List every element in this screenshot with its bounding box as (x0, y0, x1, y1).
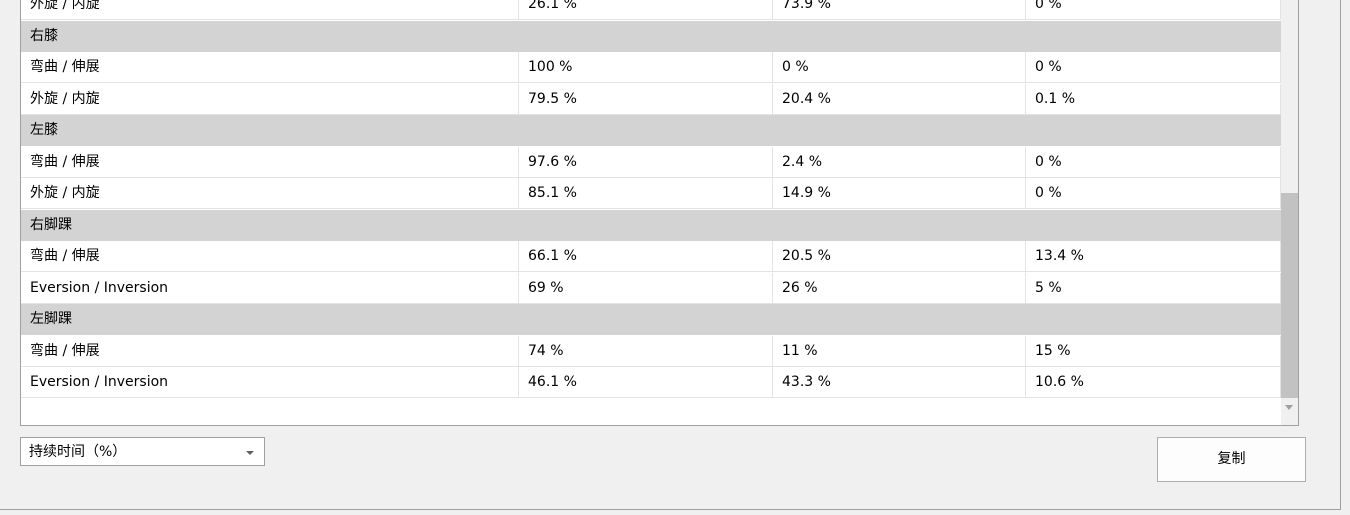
table-row[interactable]: 弯曲 / 伸展 97.6 % 2.4 % 0 % (21, 146, 1281, 178)
cell-value: 79.5 % (519, 83, 773, 115)
row-label: 弯曲 / 伸展 (21, 335, 519, 367)
scroll-down-arrow[interactable] (1285, 405, 1293, 410)
cell-value: 66.1 % (519, 241, 773, 272)
scrollbar[interactable] (1281, 0, 1298, 425)
row-label: 左膝 (30, 122, 58, 138)
cell-value: 85.1 % (519, 178, 773, 209)
cell-value: 0 % (773, 52, 1026, 83)
cell-value: 10.6 % (1026, 367, 1281, 398)
cell-value: 26 % (773, 272, 1026, 304)
table-row[interactable]: 弯曲 / 伸展 100 % 0 % 0 % (21, 52, 1281, 83)
row-label: 弯曲 / 伸展 (21, 146, 519, 178)
cell-value: 69 % (519, 272, 773, 304)
row-label: 左脚踝 (30, 311, 72, 327)
row-label: 外旋 / 内旋 (21, 83, 519, 115)
row-label: 右膝 (30, 27, 58, 44)
cell-value: 14.9 % (773, 178, 1026, 209)
cell-value: 0 % (1026, 52, 1281, 83)
dropdown-arrow (246, 451, 254, 455)
row-label: 外旋 / 内旋 (21, 178, 519, 209)
table-row[interactable]: 外旋 / 内旋 85.1 % 14.9 % 0 % (21, 178, 1281, 209)
cell-value: 0 % (1026, 0, 1281, 20)
cell-value: 20.4 % (773, 83, 1026, 115)
cell-value: 2.4 % (773, 146, 1026, 178)
row-label: Eversion / Inversion (21, 272, 519, 304)
cell-value: 20.5 % (773, 241, 1026, 272)
copy-button[interactable]: 复制 (1157, 437, 1306, 482)
cell-value: 0.1 % (1026, 83, 1281, 115)
table-row[interactable]: 弯曲 / 伸展 74 % 11 % 15 % (21, 335, 1281, 367)
row-label: Eversion / Inversion (21, 367, 519, 398)
row-label: 弯曲 / 伸展 (21, 241, 519, 272)
cell-value: 26.1 % (519, 0, 773, 20)
group-row[interactable]: 左脚踝 (21, 304, 1281, 335)
dropdown-text: 持续时间（%） (29, 444, 127, 460)
cell-value: 73.9 % (773, 0, 1026, 20)
cell-value: 43.3 % (773, 367, 1026, 398)
cell-value: 0 % (1026, 146, 1281, 178)
table-row[interactable]: 弯曲 / 伸展 66.1 % 20.5 % 13.4 % (21, 241, 1281, 272)
table-row[interactable]: Eversion / Inversion 69 % 26 % 5 % (21, 272, 1281, 304)
row-label: 弯曲 / 伸展 (21, 52, 519, 83)
cell-value: 97.6 % (519, 146, 773, 178)
cell-value: 100 % (519, 52, 773, 83)
table-row[interactable]: Eversion / Inversion 46.1 % 43.3 % 10.6 % (21, 367, 1281, 398)
group-row[interactable]: 右脚踝 (21, 209, 1281, 241)
cell-value: 13.4 % (1026, 241, 1281, 272)
table-row[interactable]: 外旋 / 内旋 79.5 % 20.4 % 0.1 % (21, 83, 1281, 115)
cell-value: 5 % (1026, 272, 1281, 304)
group-row[interactable]: 右膝 (21, 20, 1281, 52)
cell-value: 0 % (1026, 178, 1281, 209)
cell-value: 11 % (773, 335, 1026, 367)
table-row[interactable]: 外旋 / 内旋 26.1 % 73.9 % 0 % (21, 0, 1281, 20)
cell-value: 46.1 % (519, 367, 773, 398)
group-row[interactable]: 左膝 (21, 115, 1281, 146)
row-label: 右脚踝 (30, 216, 72, 233)
cell-value: 15 % (1026, 335, 1281, 367)
data-grid: 外旋 / 内旋 26.1 % 73.9 % 0 % 右膝 弯曲 / 伸展 100 % 0 % 0… (20, 0, 1299, 426)
dropdown[interactable]: 持续时间（%） (20, 437, 265, 466)
row-label: 外旋 / 内旋 (21, 0, 519, 20)
cell-value: 74 % (519, 335, 773, 367)
scroll-thumb[interactable] (1281, 193, 1298, 398)
